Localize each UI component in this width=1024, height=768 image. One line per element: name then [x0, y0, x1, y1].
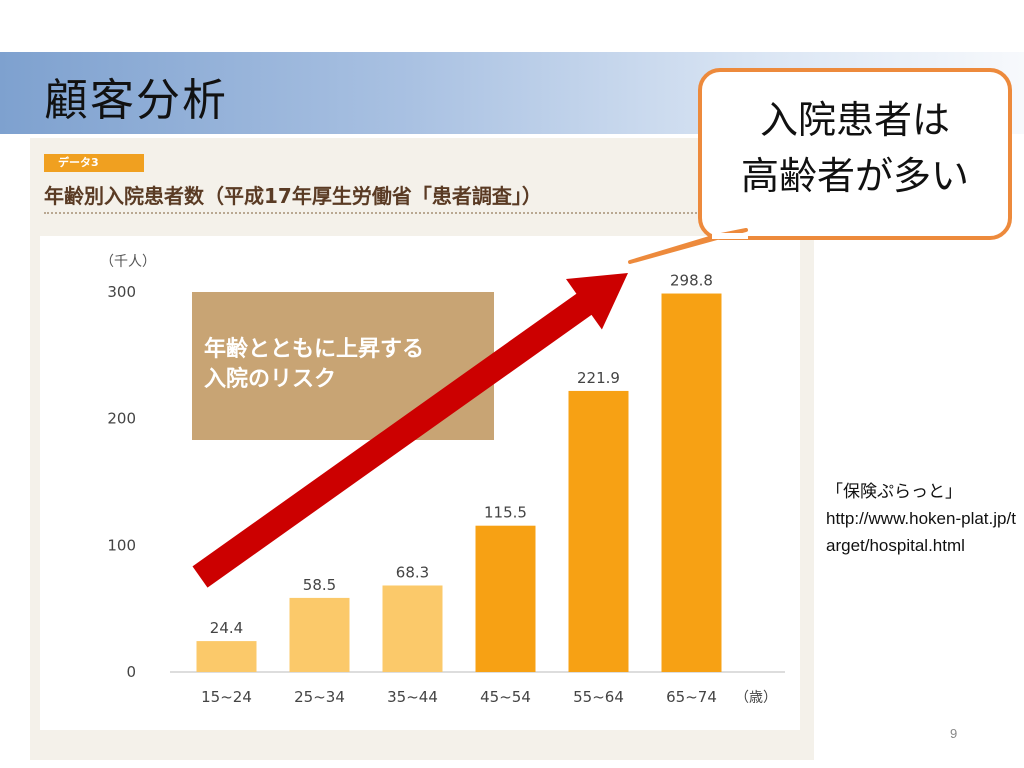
annotation-line-1: 年齢とともに上昇する [204, 336, 424, 362]
bar-chart: （千人） 0 100 200 300 24.4 15~24 58.5 25~34 68.3 35~4… [100, 254, 785, 706]
bar [661, 293, 722, 672]
bar [196, 641, 257, 672]
y-tick-label: 100 [107, 536, 136, 554]
callout-line-2: 高齢者が多い [740, 154, 969, 198]
callout-line-1: 入院患者は [759, 98, 950, 142]
data-label: 221.9 [577, 369, 620, 387]
chart-title: 年齢別入院患者数（平成17年厚生労働省「患者調査」） [44, 184, 542, 208]
chart-panel: （千人） 0 100 200 300 24.4 15~24 58.5 25~34 68.3 35~4… [40, 236, 800, 730]
title-divider [44, 212, 704, 214]
bar [475, 525, 536, 672]
speech-bubble [698, 68, 1012, 240]
bar [568, 390, 629, 672]
data-label: 298.8 [670, 272, 713, 290]
data-label: 68.3 [396, 563, 429, 581]
annotation-box [192, 292, 494, 440]
data-label: 58.5 [303, 576, 336, 594]
y-tick-label: 0 [126, 663, 136, 681]
y-axis-label: （千人） [100, 254, 156, 270]
data-tag: データ3 [44, 154, 144, 172]
y-tick-label: 200 [107, 410, 136, 428]
trend-arrow [192, 273, 628, 588]
data-label: 115.5 [484, 504, 527, 522]
bar [289, 597, 350, 672]
data-label: 24.4 [210, 619, 243, 637]
source-url[interactable]: http://www.hoken-plat.jp/target/hospital… [826, 509, 1016, 555]
x-axis-unit: （歳） [735, 690, 777, 706]
x-tick-label: 65~74 [666, 688, 717, 706]
source-name: 「保険ぷらっと」 [826, 482, 962, 501]
page-number: 9 [950, 726, 958, 741]
annotation-line-2: 入院のリスク [204, 366, 336, 392]
y-tick-label: 300 [107, 283, 136, 301]
x-tick-label: 45~54 [480, 688, 531, 706]
x-tick-label: 15~24 [201, 688, 252, 706]
source-citation: 「保険ぷらっと」 http://www.hoken-plat.jp/target… [826, 478, 1021, 559]
x-tick-label: 25~34 [294, 688, 345, 706]
x-tick-label: 35~44 [387, 688, 438, 706]
x-tick-label: 55~64 [573, 688, 624, 706]
slide-title: 顧客分析 [44, 75, 228, 126]
speech-bubble-text: 入院患者は 高齢者が多い [698, 92, 1012, 204]
bar [382, 585, 443, 672]
